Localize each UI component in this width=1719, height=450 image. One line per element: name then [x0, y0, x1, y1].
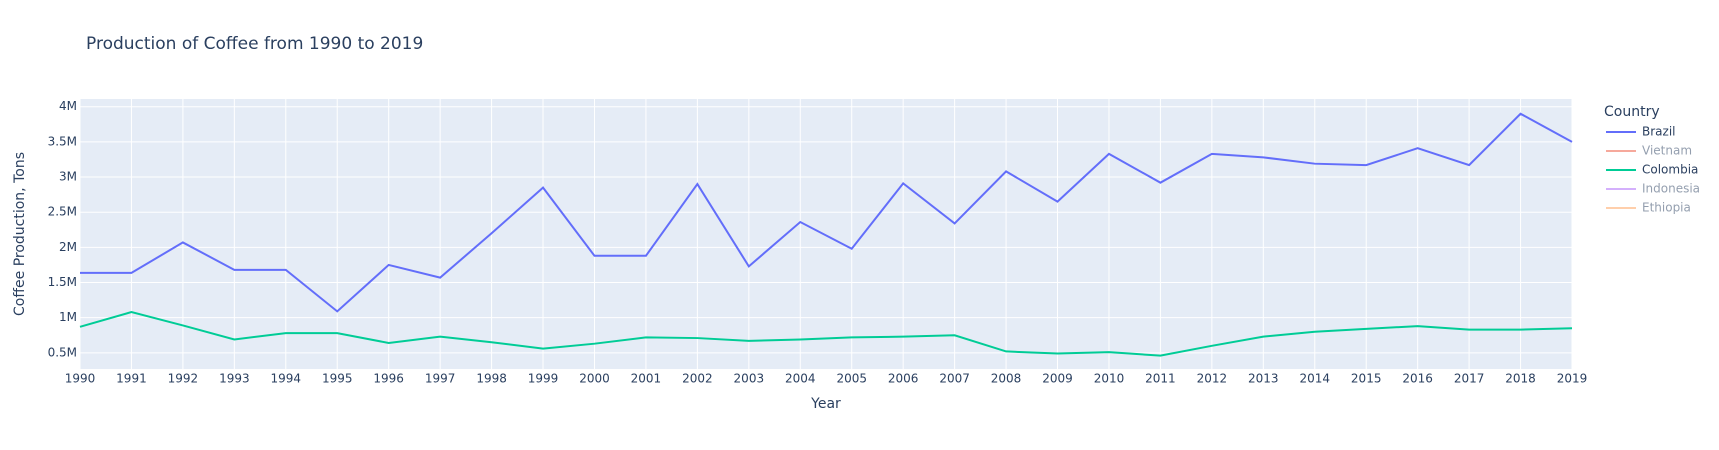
x-tick-label: 2009: [1042, 372, 1073, 386]
x-tick-label: 2014: [1299, 372, 1330, 386]
x-tick-label: 2004: [785, 372, 816, 386]
x-tick-label: 1991: [116, 372, 147, 386]
legend-label[interactable]: Colombia: [1642, 163, 1698, 177]
x-tick-label: 1998: [476, 372, 507, 386]
x-tick-label: 2001: [631, 372, 662, 386]
x-tick-label: 2017: [1454, 372, 1485, 386]
x-tick-label: 2012: [1197, 372, 1228, 386]
x-tick-label: 2005: [836, 372, 867, 386]
legend-title: Country: [1604, 104, 1660, 120]
line-series: [80, 112, 1573, 313]
x-tick-label: 2003: [734, 372, 765, 386]
y-tick-label: 1M: [59, 310, 77, 324]
x-tick-label: 2010: [1094, 372, 1125, 386]
x-tick-label: 2019: [1557, 372, 1588, 386]
x-tick-label: 2013: [1248, 372, 1279, 386]
x-tick-label: 2007: [939, 372, 970, 386]
x-tick-label: 1997: [425, 372, 456, 386]
x-tick-label: 1992: [168, 372, 199, 386]
y-axis-title: Coffee Production, Tons: [12, 152, 28, 316]
x-tick-label: 2015: [1351, 372, 1382, 386]
x-tick-label: 1996: [373, 372, 404, 386]
legend-label[interactable]: Ethiopia: [1642, 201, 1691, 215]
x-tick-label: 2016: [1402, 372, 1433, 386]
y-tick-label: 3.5M: [48, 134, 77, 148]
y-tick-label: 0.5M: [48, 345, 77, 359]
plot-area: [80, 99, 1572, 369]
y-tick-label: 2M: [59, 240, 77, 254]
x-tick-label: 2000: [579, 372, 610, 386]
y-tick-label: 3M: [59, 170, 77, 184]
line-series: [79, 311, 1573, 357]
x-tick-label: 1994: [271, 372, 302, 386]
legend-label[interactable]: Vietnam: [1642, 144, 1692, 158]
x-tick-label: 2018: [1505, 372, 1536, 386]
x-tick-label: 2011: [1145, 372, 1176, 386]
chart-title: Production of Coffee from 1990 to 2019: [86, 34, 423, 54]
x-axis-title: Year: [810, 396, 841, 412]
x-tick-label: 1990: [65, 372, 96, 386]
x-tick-label: 1993: [219, 372, 250, 386]
y-tick-label: 2.5M: [48, 205, 77, 219]
x-tick-label: 2002: [682, 372, 713, 386]
x-tick-label: 2006: [888, 372, 919, 386]
legend-label[interactable]: Brazil: [1642, 125, 1676, 139]
legend-label[interactable]: Indonesia: [1642, 182, 1700, 196]
x-tick-label: 1999: [528, 372, 559, 386]
x-tick-label: 2008: [991, 372, 1022, 386]
y-tick-label: 4M: [59, 99, 77, 113]
x-tick-label: 1995: [322, 372, 353, 386]
y-tick-label: 1.5M: [48, 275, 77, 289]
